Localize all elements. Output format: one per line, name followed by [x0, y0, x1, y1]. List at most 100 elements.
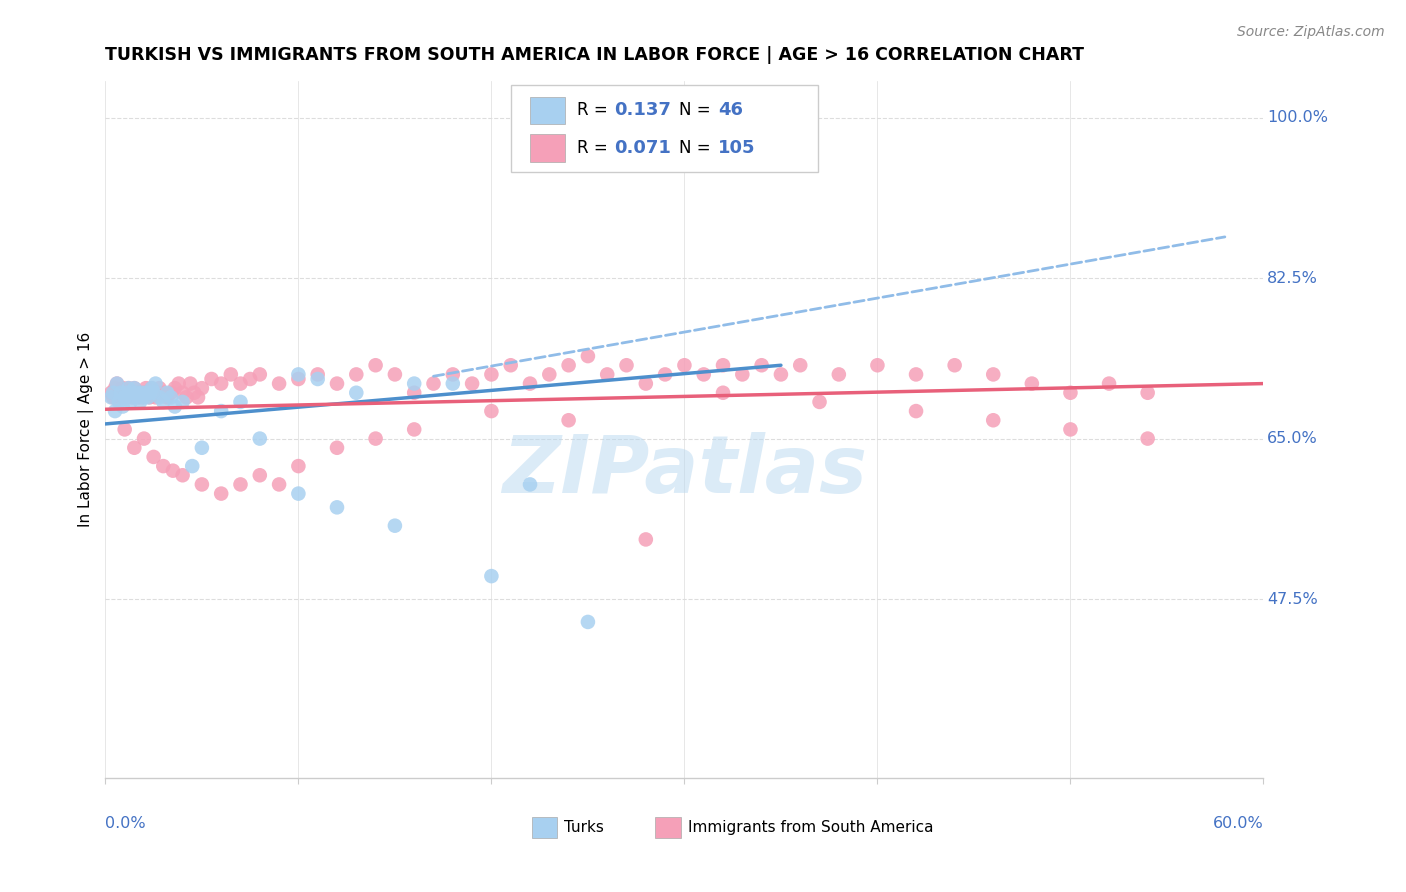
Point: [129, 395, 152, 409]
Text: TURKISH VS IMMIGRANTS FROM SOUTH AMERICA IN LABOR FORCE | AGE > 16 CORRELATION C: TURKISH VS IMMIGRANTS FROM SOUTH AMERICA…: [105, 46, 1084, 64]
Point: [616, 358, 638, 372]
Point: [145, 390, 167, 404]
Point: [1021, 376, 1043, 391]
Point: [576, 349, 599, 363]
Point: [731, 368, 754, 382]
Point: [769, 368, 792, 382]
Text: 46: 46: [718, 102, 742, 120]
Point: [1059, 385, 1081, 400]
Point: [132, 385, 155, 400]
Point: [127, 390, 149, 404]
Point: [176, 390, 198, 404]
Point: [326, 441, 349, 455]
Point: [111, 381, 134, 395]
Point: [100, 390, 122, 404]
Point: [117, 381, 139, 395]
Point: [108, 395, 131, 409]
Point: [114, 385, 136, 400]
Point: [905, 404, 928, 418]
Point: [229, 395, 252, 409]
Point: [422, 376, 444, 391]
Point: [344, 385, 367, 400]
FancyBboxPatch shape: [510, 85, 818, 171]
Point: [160, 385, 183, 400]
Point: [866, 358, 889, 372]
Point: [441, 368, 464, 382]
Point: [172, 395, 194, 409]
Point: [307, 368, 329, 382]
Point: [576, 615, 599, 629]
Point: [287, 459, 309, 474]
Text: 105: 105: [718, 139, 755, 157]
Point: [101, 390, 124, 404]
Point: [711, 358, 734, 372]
Point: [384, 518, 406, 533]
Text: 0.137: 0.137: [614, 102, 671, 120]
Point: [364, 432, 387, 446]
Point: [191, 477, 214, 491]
Bar: [530, 134, 565, 162]
Point: [101, 385, 124, 400]
Y-axis label: In Labor Force | Age > 16: In Labor Force | Age > 16: [79, 332, 94, 527]
Point: [249, 432, 271, 446]
Point: [943, 358, 966, 372]
Point: [124, 381, 146, 395]
Point: [229, 477, 252, 491]
Point: [142, 385, 165, 400]
Point: [148, 381, 170, 395]
Point: [152, 395, 174, 409]
Point: [596, 368, 619, 382]
Point: [981, 368, 1004, 382]
Point: [127, 390, 149, 404]
Bar: [530, 96, 565, 124]
Point: [139, 385, 162, 400]
Point: [404, 385, 426, 400]
Point: [120, 385, 142, 400]
Point: [307, 372, 329, 386]
Text: R =: R =: [576, 139, 613, 157]
Point: [191, 441, 214, 455]
Point: [162, 464, 184, 478]
Point: [249, 368, 271, 382]
Point: [287, 368, 309, 382]
Point: [1136, 432, 1159, 446]
Point: [499, 358, 522, 372]
Point: [100, 385, 122, 400]
Point: [167, 376, 190, 391]
Point: [183, 385, 205, 400]
Point: [557, 413, 579, 427]
Point: [163, 381, 186, 395]
Point: [326, 500, 349, 515]
Point: [384, 368, 406, 382]
Point: [209, 404, 232, 418]
Point: [121, 390, 143, 404]
Point: [209, 376, 232, 391]
Point: [751, 358, 773, 372]
Point: [1136, 385, 1159, 400]
Point: [105, 376, 128, 391]
Text: Immigrants from South America: Immigrants from South America: [688, 820, 934, 835]
Text: N =: N =: [679, 102, 716, 120]
Point: [141, 381, 163, 395]
Point: [404, 422, 426, 436]
Point: [148, 390, 170, 404]
Point: [693, 368, 716, 382]
Point: [441, 376, 464, 391]
Point: [131, 385, 153, 400]
Point: [239, 372, 262, 386]
Point: [711, 385, 734, 400]
Point: [519, 376, 541, 391]
Point: [132, 390, 155, 404]
Point: [200, 372, 222, 386]
Point: [481, 569, 503, 583]
Point: [287, 486, 309, 500]
Point: [461, 376, 484, 391]
Point: [481, 368, 503, 382]
Text: 82.5%: 82.5%: [1267, 270, 1317, 285]
Point: [111, 400, 134, 414]
Point: [131, 390, 153, 404]
Point: [156, 390, 179, 404]
Point: [105, 376, 128, 391]
Point: [136, 390, 159, 404]
Point: [229, 376, 252, 391]
